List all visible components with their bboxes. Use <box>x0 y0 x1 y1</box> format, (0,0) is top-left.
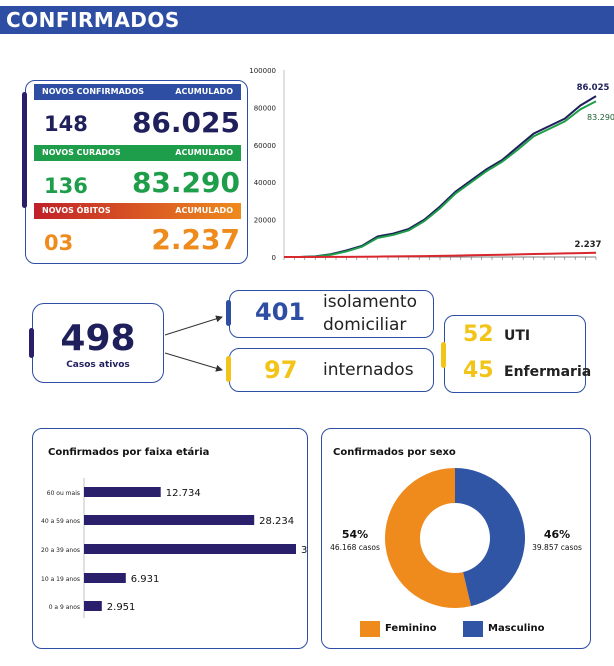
internados-accent <box>226 356 231 382</box>
obitos-header: NOVOS ÓBITOS ACUMULADO <box>34 203 241 219</box>
bar-category-label: 10 a 19 anos <box>41 576 80 583</box>
obitos-novos: 03 <box>44 231 74 255</box>
hospital-breakdown-card <box>444 315 586 393</box>
active-cases-card <box>32 303 164 383</box>
confirmados-acumulado-label: ACUMULADO <box>175 87 233 96</box>
end-label-obitos: 2.237 <box>575 240 602 250</box>
isolamento-accent <box>226 300 231 326</box>
bar-category-label: 0 a 9 anos <box>49 604 80 611</box>
age-bar <box>84 515 255 525</box>
legend-feminino-swatch <box>360 621 380 637</box>
y-tick-label: 60000 <box>254 142 276 150</box>
bar-value-label: 35.175 <box>301 545 308 556</box>
cases-label-feminino: 46.168 casos <box>330 543 380 552</box>
pct-label-feminino: 54% <box>342 528 368 541</box>
obitos-acumulado: 2.237 <box>151 223 240 256</box>
confirmados-label: NOVOS CONFIRMADOS <box>42 87 145 96</box>
uti-value: 52 <box>463 322 494 347</box>
age-bar <box>84 601 102 611</box>
legend-feminino-label: Feminino <box>385 623 437 634</box>
end-label-confirmados: 86.025 <box>577 83 610 93</box>
curados-label: NOVOS CURADOS <box>42 148 121 157</box>
uti-label: UTI <box>504 328 531 344</box>
age-chart-card <box>32 428 308 649</box>
series-line-confirmados <box>284 95 597 258</box>
age-chart-title: Confirmados por faixa etária <box>48 447 210 458</box>
arrow-to-internados <box>164 352 223 372</box>
summary-card <box>25 80 248 264</box>
sex-chart-title: Confirmados por sexo <box>333 447 456 458</box>
internados-label: internados <box>323 360 414 380</box>
pct-label-masculino: 46% <box>544 528 570 541</box>
enfermaria-label: Enfermaria <box>504 364 592 380</box>
confirmados-acumulado: 86.025 <box>131 106 240 139</box>
series-line-óbitos <box>284 251 597 258</box>
isolamento-label-1: isolamento <box>323 292 417 312</box>
bar-category-label: 60 ou mais <box>47 490 80 497</box>
active-cases-accent <box>29 328 34 358</box>
y-tick-label: 0 <box>272 254 276 262</box>
confirmados-header: NOVOS CONFIRMADOS ACUMULADO <box>34 84 241 100</box>
isolamento-value: 401 <box>255 298 306 326</box>
summary-accent <box>22 92 27 208</box>
active-cases-label: Casos ativos <box>66 360 130 370</box>
legend-masculino-label: Masculino <box>488 623 545 634</box>
age-bar <box>84 573 126 583</box>
series-line-curados <box>284 100 597 258</box>
y-tick-label: 80000 <box>254 104 276 112</box>
page-title: CONFIRMADOS <box>6 8 180 32</box>
cumulative-line-chart: 0 20000 40000 60000 80000 100000 86.025 83.290 2… <box>249 67 614 262</box>
hospital-breakdown-accent <box>441 342 446 368</box>
isolamento-label-2: domiciliar <box>323 315 407 335</box>
curados-novos: 136 <box>44 174 88 198</box>
age-bar <box>84 487 161 497</box>
active-cases-total: 498 <box>60 318 136 359</box>
bar-value-label: 12.734 <box>166 488 201 499</box>
end-label-curados: 83.290 <box>587 113 614 122</box>
bar-category-label: 40 a 59 anos <box>41 518 80 525</box>
legend-masculino-swatch <box>463 621 483 637</box>
flow-arrows <box>164 315 223 372</box>
curados-header: NOVOS CURADOS ACUMULADO <box>34 145 241 161</box>
sex-donut-chart: 54% 46.168 casos 46% 39.857 casos <box>330 468 582 608</box>
arrow-to-isolamento <box>164 315 223 336</box>
bar-value-label: 6.931 <box>131 574 160 585</box>
internados-value: 97 <box>264 356 298 384</box>
y-tick-label: 20000 <box>254 217 276 225</box>
enfermaria-value: 45 <box>463 358 494 383</box>
age-bar <box>84 544 296 554</box>
internados-card <box>229 348 434 392</box>
bar-value-label: 28.234 <box>259 516 294 527</box>
confirmados-novos: 148 <box>44 112 88 136</box>
age-bar-chart: 60 ou mais 12.734 40 a 59 anos 28.234 20 a 3… <box>41 478 308 618</box>
isolamento-card <box>229 290 434 338</box>
obitos-label: NOVOS ÓBITOS <box>42 206 111 215</box>
obitos-acumulado-label: ACUMULADO <box>175 206 233 215</box>
header-banner: CONFIRMADOS <box>0 6 614 34</box>
curados-acumulado-label: ACUMULADO <box>175 148 233 157</box>
y-tick-label: 100000 <box>249 67 276 75</box>
donut-slice-masculino <box>455 468 526 607</box>
cases-label-masculino: 39.857 casos <box>532 543 582 552</box>
bar-category-label: 20 a 39 anos <box>41 547 80 554</box>
y-tick-label: 40000 <box>254 179 276 187</box>
bar-value-label: 2.951 <box>107 602 136 613</box>
donut-hole <box>420 503 490 573</box>
curados-acumulado: 83.290 <box>131 166 240 199</box>
